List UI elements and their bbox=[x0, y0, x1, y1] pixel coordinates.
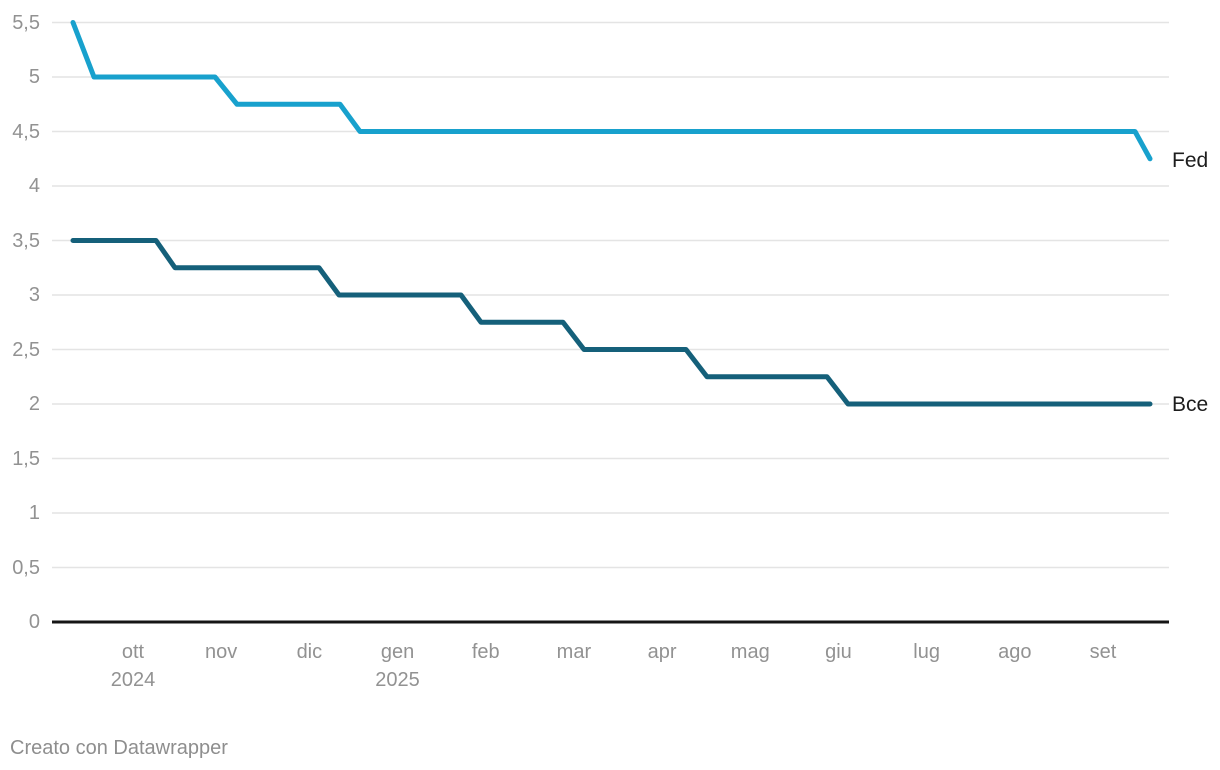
x-axis-tick-label: mar bbox=[556, 641, 592, 663]
x-axis-tick-label: feb bbox=[471, 641, 500, 663]
x-axis-tick-label: apr bbox=[647, 641, 677, 663]
y-axis-tick-label: 1 bbox=[28, 502, 40, 524]
y-axis-tick-label: 2,5 bbox=[12, 338, 40, 361]
y-axis-tick-label: 3 bbox=[28, 284, 40, 306]
series-lines bbox=[70, 20, 1153, 407]
bce-line bbox=[70, 238, 1153, 407]
x-axis-tick-label: lug bbox=[913, 641, 940, 663]
y-axis-tick-label: 2 bbox=[28, 393, 40, 415]
fed-line bbox=[70, 20, 1153, 162]
x-axis-tick-label: mag bbox=[730, 641, 770, 663]
y-axis-tick-label: 0 bbox=[28, 611, 40, 633]
datawrapper-credit-link[interactable]: Creato con Datawrapper bbox=[10, 737, 228, 759]
x-axis-year-label: 2025 bbox=[375, 669, 420, 691]
y-axis-tick-label: 1,5 bbox=[12, 447, 40, 470]
y-axis-tick-label: 4,5 bbox=[12, 120, 40, 143]
y-axis-tick-label: 4 bbox=[28, 175, 40, 197]
series-label-bce: Bce bbox=[1172, 393, 1209, 416]
x-axis-tick-label: ott bbox=[121, 641, 145, 663]
y-axis-tick-label: 5,5 bbox=[12, 11, 40, 34]
x-axis-year-label: 2024 bbox=[110, 669, 156, 691]
series-label-fed: Fed bbox=[1172, 149, 1209, 172]
x-axis-tick-label: gen bbox=[380, 641, 415, 663]
x-axis-tick-label: nov bbox=[205, 641, 238, 663]
y-axis-tick-label: 3,5 bbox=[12, 229, 40, 252]
x-axis-tick-label: giu bbox=[825, 641, 852, 663]
gridlines bbox=[52, 21, 1169, 624]
y-axis-tick-label: 0,5 bbox=[12, 556, 40, 579]
y-axis-tick-label: 5 bbox=[28, 66, 40, 88]
x-axis-tick-label: set bbox=[1089, 641, 1117, 663]
x-axis-tick-label: dic bbox=[296, 641, 323, 663]
x-axis-tick-label: ago bbox=[998, 641, 1032, 663]
